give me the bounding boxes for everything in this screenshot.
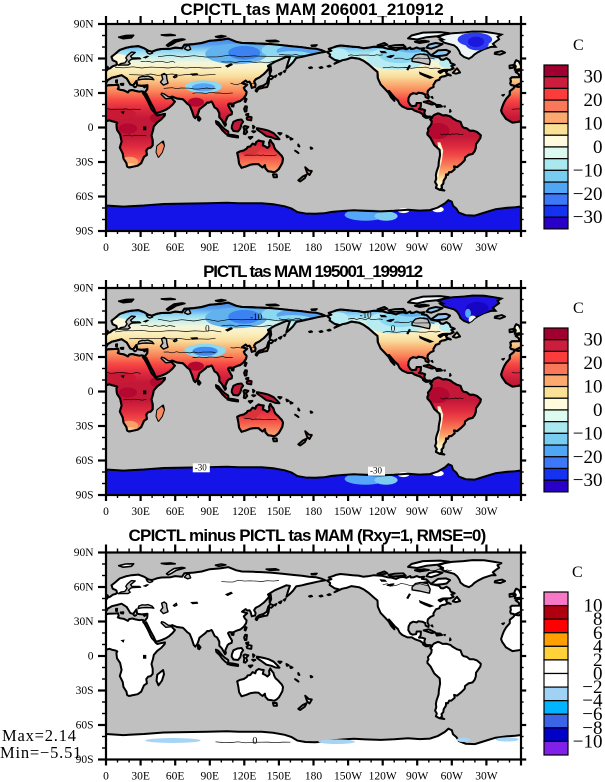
svg-text:30N: 30N: [74, 352, 95, 364]
svg-text:90N: 90N: [74, 283, 95, 295]
svg-text:30W: 30W: [475, 771, 498, 782]
svg-text:20: 20: [584, 90, 603, 111]
svg-text:90W: 90W: [406, 506, 429, 518]
svg-text:-10: -10: [250, 312, 262, 322]
svg-text:0: 0: [252, 736, 257, 747]
svg-text:60E: 60E: [166, 771, 185, 782]
svg-text:150E: 150E: [267, 242, 291, 254]
svg-text:60W: 60W: [441, 242, 464, 254]
svg-text:2: 2: [593, 650, 603, 671]
svg-text:8: 8: [593, 609, 603, 630]
svg-text:120W: 120W: [369, 506, 397, 518]
svg-text:30W: 30W: [475, 506, 498, 518]
svg-text:120E: 120E: [232, 506, 256, 518]
svg-text:60S: 60S: [76, 191, 94, 203]
svg-text:0: 0: [593, 664, 603, 685]
svg-text:120W: 120W: [369, 242, 397, 254]
svg-text:10: 10: [584, 114, 603, 135]
svg-text:180: 180: [305, 242, 323, 254]
svg-text:60W: 60W: [441, 506, 464, 518]
svg-text:90W: 90W: [406, 242, 429, 254]
svg-text:60S: 60S: [76, 455, 94, 467]
svg-text:-30: -30: [370, 466, 382, 476]
svg-text:PICTL tas MAM 195001_199912: PICTL tas MAM 195001_199912: [203, 262, 422, 281]
svg-text:−4: −4: [582, 691, 603, 712]
svg-text:60N: 60N: [74, 582, 95, 594]
svg-text:-10: -10: [360, 310, 372, 320]
svg-text:120E: 120E: [232, 242, 256, 254]
svg-text:30S: 30S: [76, 157, 94, 169]
svg-text:90S: 90S: [76, 226, 94, 238]
svg-text:CPICTL tas MAM 206001_210912: CPICTL tas MAM 206001_210912: [180, 0, 443, 19]
svg-text:60N: 60N: [74, 53, 95, 65]
svg-text:C: C: [573, 37, 584, 54]
svg-text:60S: 60S: [76, 720, 94, 732]
svg-text:30S: 30S: [76, 685, 94, 697]
svg-text:C: C: [572, 564, 583, 581]
svg-text:90S: 90S: [76, 490, 94, 502]
svg-text:20: 20: [584, 353, 603, 374]
svg-text:0: 0: [88, 386, 94, 398]
svg-text:150W: 150W: [334, 242, 362, 254]
svg-text:10: 10: [584, 377, 603, 398]
svg-text:30E: 30E: [131, 506, 150, 518]
svg-text:180: 180: [305, 771, 323, 782]
svg-text:0: 0: [593, 137, 603, 158]
svg-text:−10: −10: [573, 160, 603, 181]
svg-text:120W: 120W: [369, 771, 397, 782]
svg-text:30W: 30W: [475, 242, 498, 254]
svg-text:30: 30: [584, 67, 603, 88]
svg-text:150W: 150W: [334, 506, 362, 518]
svg-text:−10: −10: [573, 731, 603, 752]
svg-text:150E: 150E: [267, 771, 291, 782]
svg-text:60N: 60N: [74, 317, 95, 329]
svg-text:30: 30: [584, 330, 603, 351]
svg-text:30N: 30N: [74, 616, 95, 628]
svg-text:90S: 90S: [76, 754, 94, 766]
svg-text:30E: 30E: [131, 771, 150, 782]
svg-text:−20: −20: [573, 184, 603, 205]
svg-text:0: 0: [103, 506, 109, 518]
svg-text:90N: 90N: [74, 19, 95, 31]
svg-text:30N: 30N: [74, 88, 95, 100]
svg-text:0: 0: [88, 651, 94, 663]
svg-text:Max=2.14: Max=2.14: [2, 726, 77, 745]
svg-text:90E: 90E: [201, 506, 220, 518]
svg-text:0: 0: [88, 122, 94, 134]
svg-text:0: 0: [391, 324, 396, 334]
svg-text:60E: 60E: [166, 242, 185, 254]
svg-text:90E: 90E: [201, 771, 220, 782]
svg-text:0: 0: [103, 771, 109, 782]
svg-text:90W: 90W: [406, 771, 429, 782]
svg-text:4: 4: [593, 636, 603, 657]
svg-text:60E: 60E: [166, 506, 185, 518]
svg-text:90N: 90N: [74, 547, 95, 559]
svg-text:−20: −20: [573, 447, 603, 468]
svg-text:6: 6: [593, 623, 603, 644]
svg-text:−2: −2: [582, 677, 602, 698]
svg-text:90E: 90E: [201, 242, 220, 254]
svg-text:−30: −30: [573, 207, 603, 228]
svg-text:−8: −8: [582, 718, 602, 739]
svg-text:C: C: [573, 300, 584, 317]
svg-text:0: 0: [103, 242, 109, 254]
svg-text:60W: 60W: [441, 771, 464, 782]
svg-text:10: 10: [584, 596, 603, 617]
svg-text:−10: −10: [573, 423, 603, 444]
svg-text:-30: -30: [195, 462, 207, 472]
svg-text:180: 180: [305, 506, 323, 518]
svg-text:30E: 30E: [131, 242, 150, 254]
svg-text:150E: 150E: [267, 506, 291, 518]
svg-text:CPICTL minus PICTL tas MAM (Rx: CPICTL minus PICTL tas MAM (Rxy=1, RMSE=…: [128, 526, 485, 545]
svg-text:150W: 150W: [334, 771, 362, 782]
svg-text:Min=−5.51: Min=−5.51: [0, 743, 82, 762]
svg-text:0: 0: [593, 400, 603, 421]
svg-text:120E: 120E: [232, 771, 256, 782]
svg-text:−6: −6: [582, 704, 602, 725]
svg-text:0: 0: [205, 324, 210, 334]
svg-text:−30: −30: [573, 470, 603, 491]
svg-text:30S: 30S: [76, 421, 94, 433]
